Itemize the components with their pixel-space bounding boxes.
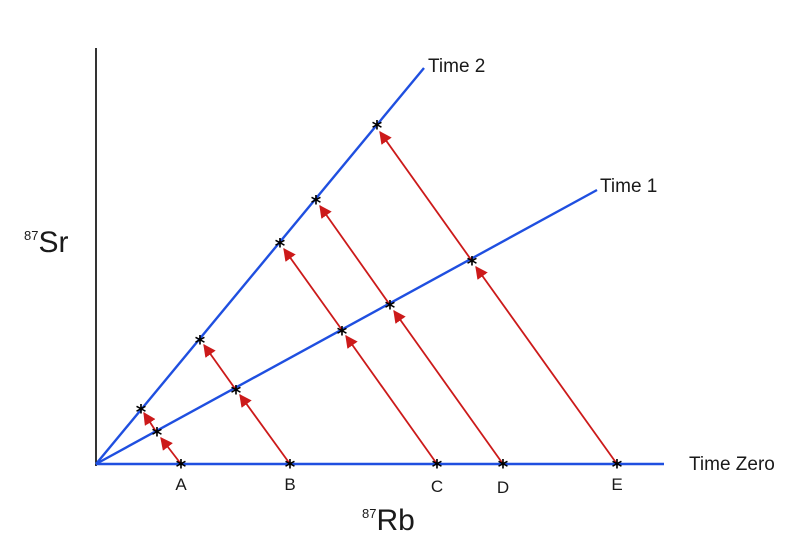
marker-a-time-zero: * <box>176 455 187 479</box>
x-axis-label: 87Rb <box>362 504 415 537</box>
marker-b-time-zero: * <box>285 455 296 479</box>
isochron-time-2 <box>95 67 425 465</box>
decay-arrow-c-1 <box>345 334 438 465</box>
marker-e-time-1: * <box>467 252 478 276</box>
x-axis-label-superscript: 87 <box>362 506 376 521</box>
sample-label-d: D <box>497 478 509 497</box>
decay-arrow-c-2 <box>283 247 343 331</box>
decay-arrows <box>143 130 618 465</box>
decay-arrow-a-2 <box>143 411 158 434</box>
x-axis-label-text: Rb <box>376 504 414 537</box>
label-time-1: Time 1 <box>600 176 657 197</box>
sample-label-c: C <box>431 477 443 496</box>
y-axis-label: 87Sr <box>24 226 68 259</box>
marker-d-time-zero: * <box>498 455 509 479</box>
decay-arrow-d-1 <box>393 309 504 465</box>
sample-label-b: B <box>284 475 295 494</box>
y-axis-label-text: Sr <box>38 226 68 259</box>
label-time-zero: Time Zero <box>689 454 775 475</box>
marker-c-time-1: * <box>337 322 348 346</box>
marker-b-time-2: * <box>195 331 206 355</box>
marker-c-time-zero: * <box>432 455 443 479</box>
marker-b-time-1: * <box>231 381 242 405</box>
isochron-time-1 <box>95 188 598 466</box>
decay-arrow-e-1 <box>475 265 618 465</box>
sample-label-e: E <box>611 475 622 494</box>
marker-e-time-zero: * <box>612 455 623 479</box>
marker-e-time-2: * <box>372 116 383 140</box>
sample-label-a: A <box>175 475 187 494</box>
marker-d-time-1: * <box>385 296 396 320</box>
label-time-2: Time 2 <box>428 56 485 77</box>
marker-a-time-1: * <box>152 423 163 447</box>
y-axis-label-superscript: 87 <box>24 228 38 243</box>
marker-d-time-2: * <box>311 191 322 215</box>
decay-arrow-b-1 <box>239 393 291 465</box>
decay-arrow-b-2 <box>203 343 237 391</box>
marker-a-time-2: * <box>136 400 147 424</box>
sample-markers: * * * * * * * * * * * * * * * <box>136 116 623 479</box>
decay-arrow-d-2 <box>319 204 391 306</box>
marker-c-time-2: * <box>275 234 286 258</box>
decay-arrow-e-2 <box>379 130 473 262</box>
decay-arrow-a-1 <box>160 437 182 465</box>
